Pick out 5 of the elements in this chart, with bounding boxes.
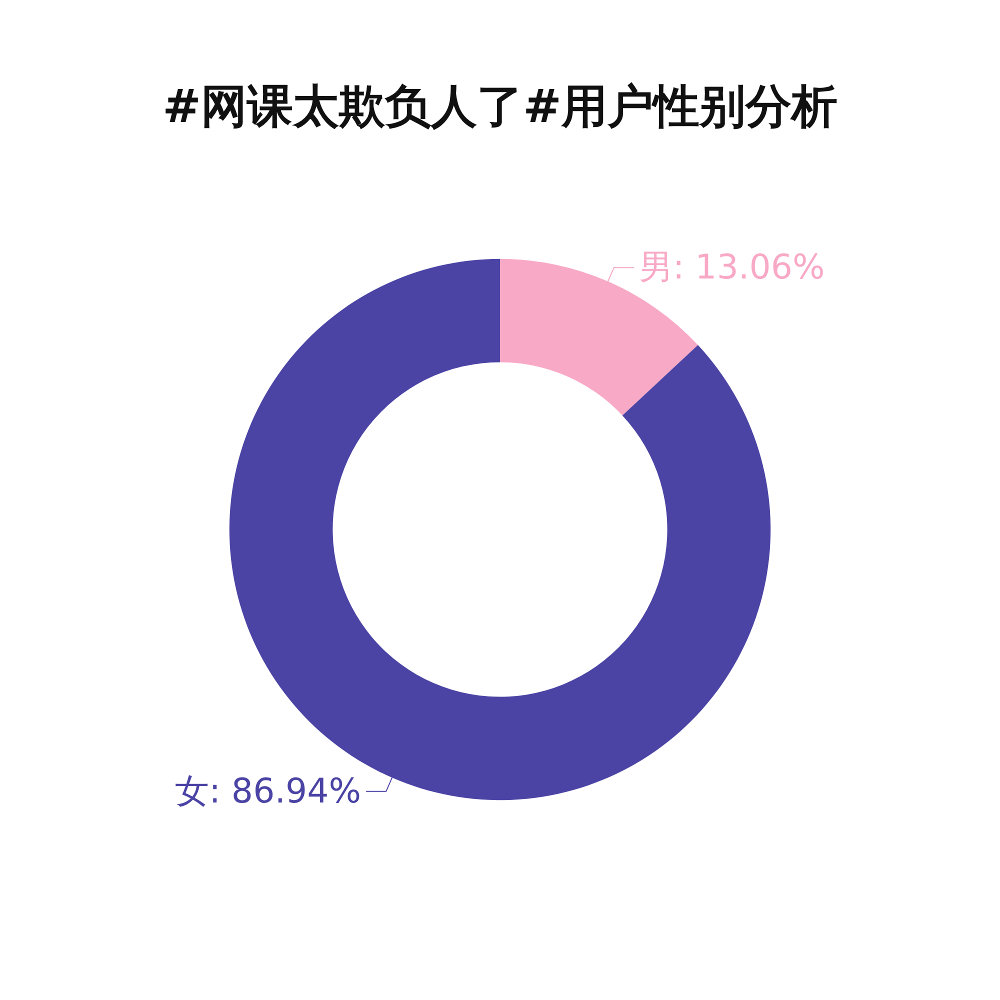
data-label: : 86.94% [209,771,362,812]
slice-label: 女 [175,771,210,812]
data-label: : 13.06% [672,248,825,288]
chart-title: #网课太欺负人了#用户性别分析 [162,79,838,133]
slice-label: 男 [638,248,673,288]
